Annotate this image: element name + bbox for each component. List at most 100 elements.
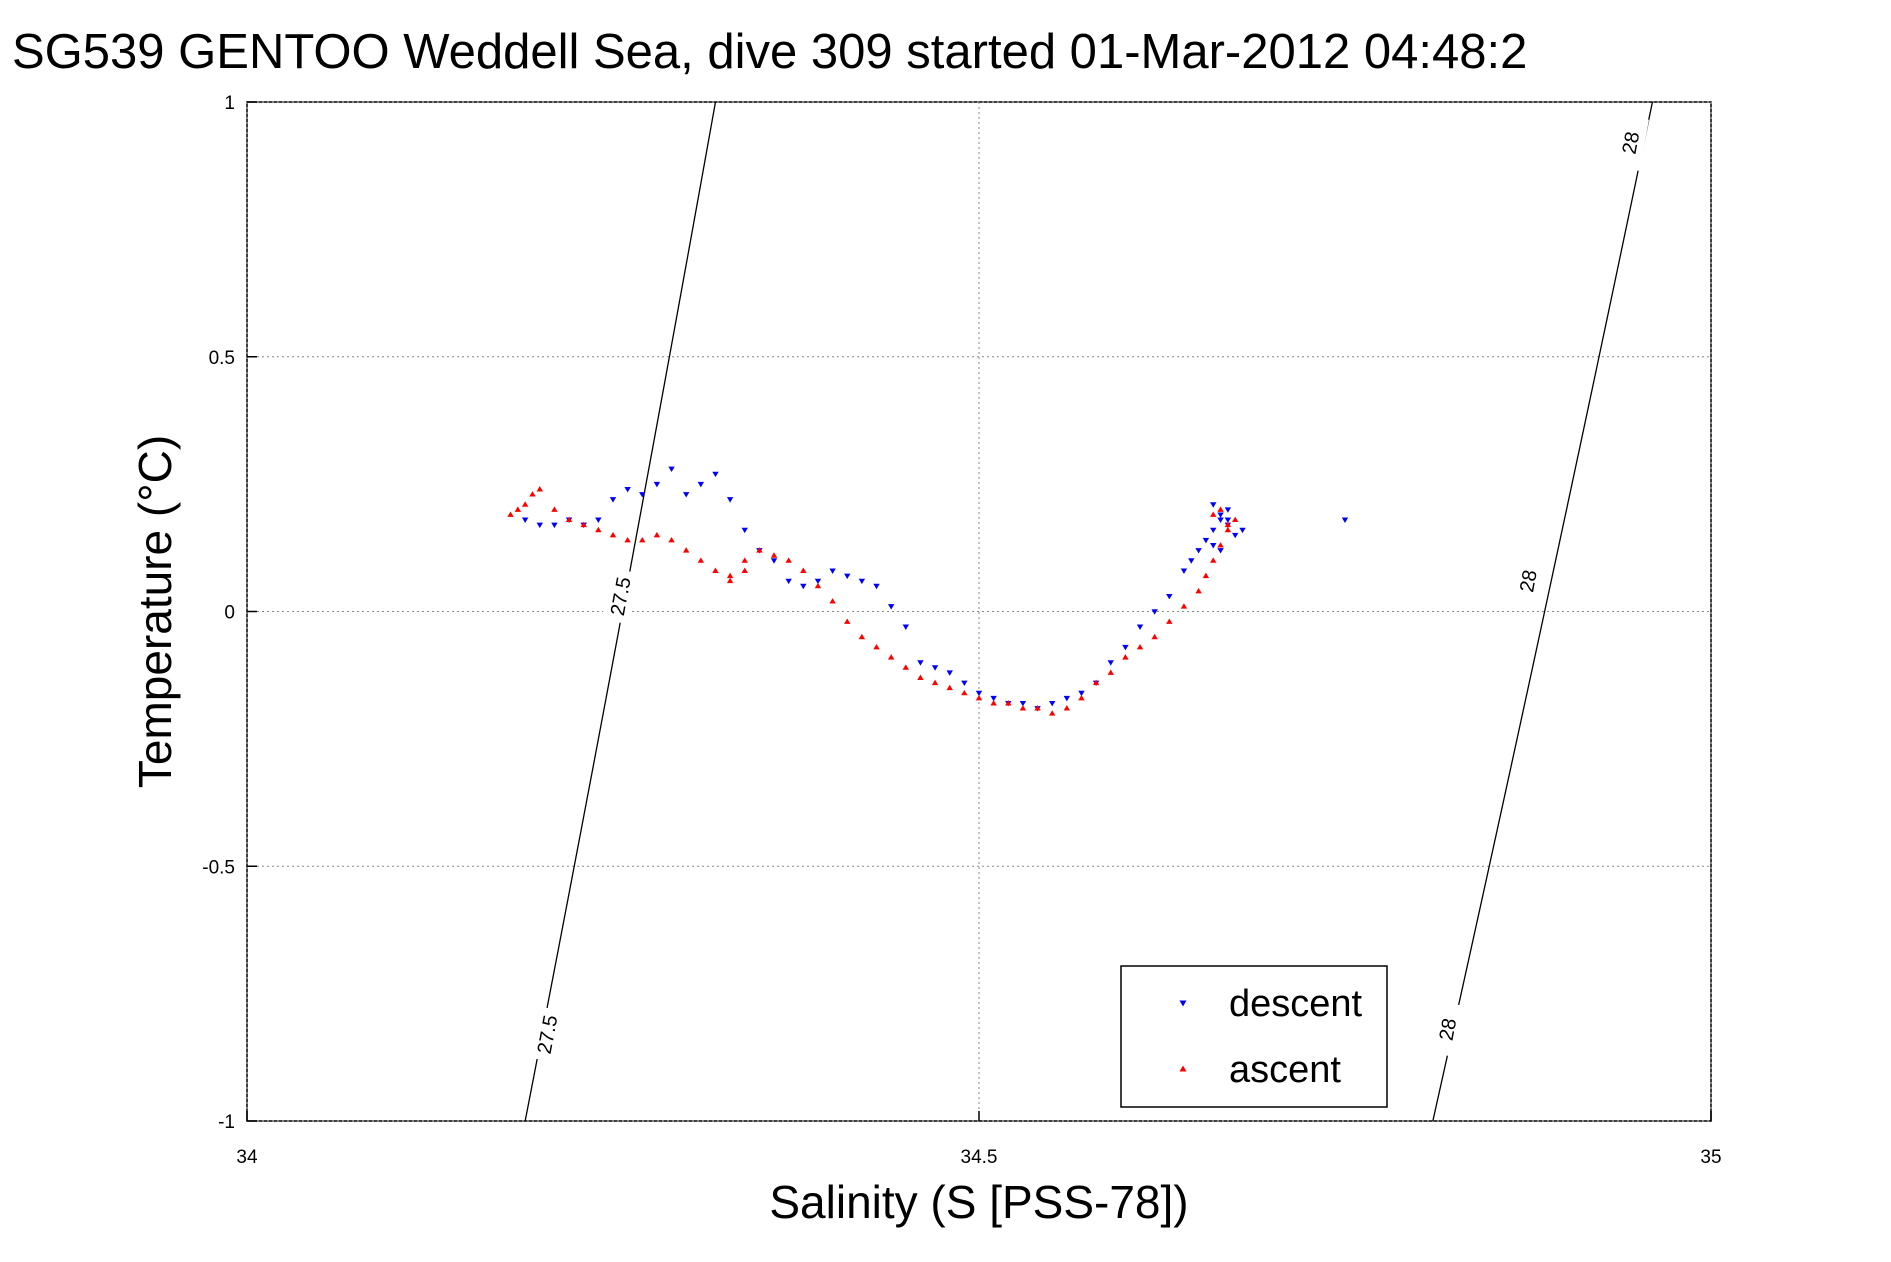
data-point-ascent [975, 694, 983, 701]
legend-marker-descent [1179, 1000, 1187, 1007]
data-point-descent [931, 665, 939, 671]
data-point-ascent [529, 491, 536, 497]
data-point-ascent [931, 679, 939, 686]
data-point-ascent [741, 557, 748, 563]
data-point-descent [639, 492, 646, 498]
y-tick-label: 0.5 [209, 348, 235, 369]
data-point-descent [1136, 624, 1144, 630]
data-point-ascent [1063, 705, 1071, 711]
data-point-ascent [1166, 618, 1173, 624]
data-point-descent [741, 527, 748, 534]
data-point-descent [1019, 700, 1027, 707]
data-point-descent [609, 497, 617, 503]
data-point-ascent [1202, 572, 1210, 579]
data-point-descent [521, 517, 529, 523]
data-point-descent [800, 583, 807, 590]
data-point-ascent [844, 618, 851, 624]
data-point-ascent [653, 531, 661, 538]
data-point-descent [1122, 644, 1129, 651]
data-point-descent [1210, 543, 1217, 549]
chart-title: SG539 GENTOO Weddell Sea, dive 309 start… [12, 25, 1527, 79]
data-point-descent [595, 517, 602, 523]
data-point-ascent [800, 567, 807, 573]
data-point-descent [1188, 558, 1195, 564]
data-point-descent [1202, 537, 1210, 544]
data-point-ascent [683, 547, 690, 553]
isopycnal-line [1432, 101, 1654, 1122]
legend-box [1120, 965, 1388, 1108]
series-descent [521, 466, 1349, 712]
contour-label-bg [528, 1006, 566, 1063]
data-point-descent [683, 492, 690, 498]
data-point-descent [1210, 502, 1217, 508]
data-point-ascent [507, 511, 514, 517]
data-point-ascent [1107, 669, 1114, 675]
data-point-ascent [1224, 521, 1232, 528]
contour-label-bg [1428, 1001, 1467, 1058]
data-point-ascent [1224, 526, 1232, 533]
data-point-descent [1166, 593, 1173, 600]
data-point-ascent [726, 572, 734, 579]
data-point-ascent [668, 536, 675, 543]
y-tick-label: -0.5 [202, 857, 235, 878]
x-axis-ticks: 34 34.5 35 [236, 1111, 1722, 1168]
y-axis-ticks: 1 0.5 0 -0.5 -1 [202, 93, 257, 1133]
data-point-ascent [1136, 643, 1144, 650]
data-point-ascent [1195, 587, 1202, 594]
data-point-ascent [990, 700, 997, 706]
legend-label-ascent: ascent [1229, 1049, 1341, 1091]
y-tick-label: 1 [224, 93, 235, 114]
contour-label: 28 [1619, 130, 1645, 156]
data-point-ascent [917, 674, 924, 680]
data-point-descent [712, 471, 719, 478]
data-point-ascent [595, 526, 602, 533]
data-point-ascent [741, 567, 748, 573]
legend-marker-ascent [1179, 1065, 1187, 1072]
data-point-ascent [565, 516, 573, 523]
data-point-descent [536, 522, 543, 529]
data-point-descent [990, 695, 997, 702]
data-point-descent [917, 660, 924, 666]
data-point-descent [1195, 548, 1202, 554]
y-axis-label: Temperature (°C) [129, 435, 181, 788]
x-tick-label: 34 [236, 1147, 258, 1168]
data-point-descent [726, 497, 734, 503]
data-point-descent [961, 680, 968, 687]
x-tick-label: 34.5 [961, 1147, 998, 1168]
data-point-descent [814, 578, 822, 585]
data-point-descent [1217, 517, 1224, 523]
data-point-descent [902, 624, 909, 630]
data-point-descent [829, 568, 836, 574]
data-point-descent [1063, 695, 1071, 702]
data-point-descent [1224, 507, 1232, 513]
data-point-ascent [609, 531, 617, 538]
data-point-descent [1232, 532, 1239, 539]
data-point-descent [1217, 512, 1224, 518]
data-point-descent [668, 466, 675, 473]
data-point-descent [1151, 609, 1158, 615]
data-point-descent [873, 583, 880, 590]
data-point-descent [1224, 517, 1232, 523]
data-point-descent [1341, 517, 1349, 523]
data-point-descent [653, 481, 661, 488]
data-point-descent [1078, 690, 1085, 697]
data-point-ascent [946, 684, 953, 691]
data-point-ascent [858, 633, 866, 640]
data-point-ascent [697, 557, 705, 563]
contour-label: 28 [1436, 1017, 1462, 1043]
data-point-descent [1107, 660, 1114, 666]
data-point-ascent [785, 557, 792, 563]
data-point-ascent [1078, 694, 1085, 701]
data-point-descent [1049, 700, 1056, 707]
x-axis-label: Salinity (S [PSS-78]) [769, 1176, 1188, 1228]
series-ascent [507, 486, 1239, 716]
y-tick-label: 0 [224, 603, 235, 624]
data-point-ascent [712, 567, 719, 573]
data-point-descent [858, 578, 866, 585]
data-point-descent [975, 690, 983, 697]
data-point-ascent [1217, 506, 1224, 512]
data-point-descent [1180, 568, 1188, 574]
